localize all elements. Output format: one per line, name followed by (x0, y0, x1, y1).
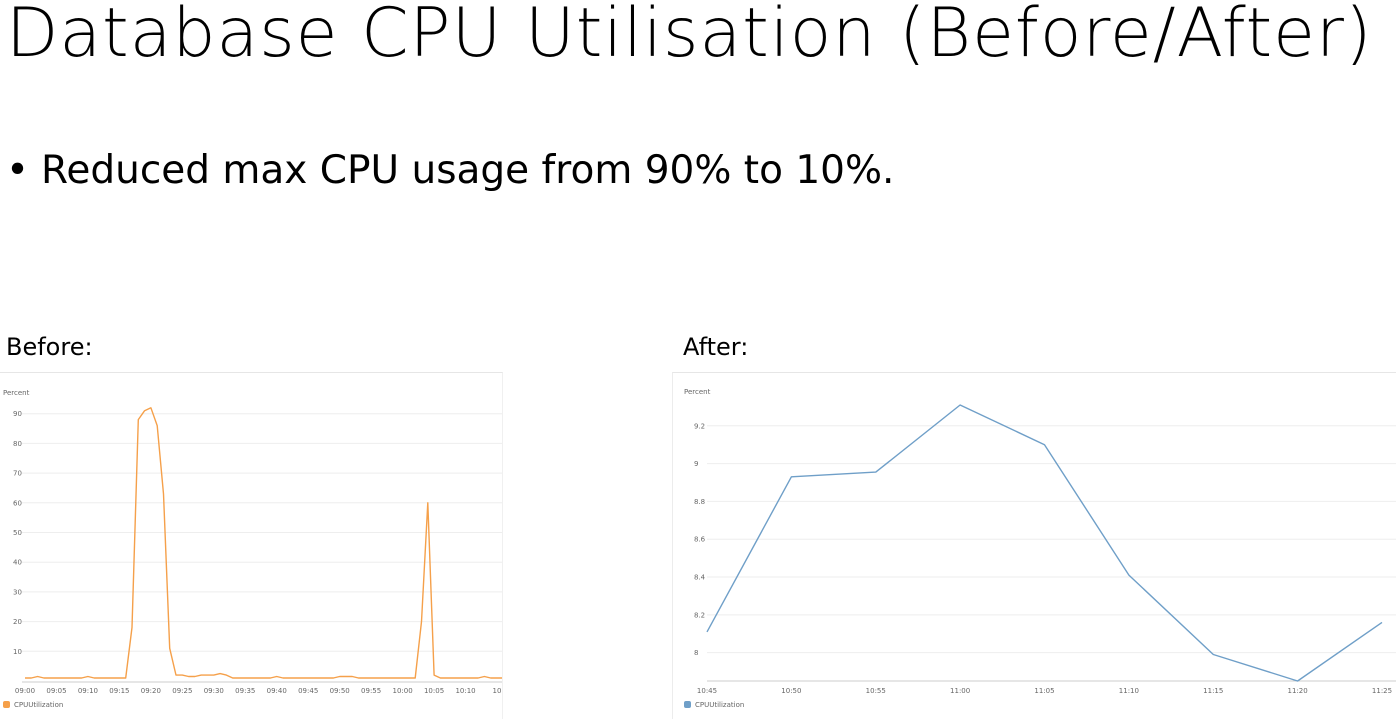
before-y-tick-label: 70 (13, 470, 22, 478)
after-label: After: (683, 333, 748, 361)
before-y-tick-label: 20 (13, 618, 22, 626)
before-legend-label: CPUUtilization (14, 701, 63, 709)
after-x-tick-label: 11:25 (1372, 687, 1392, 695)
before-x-tick-label: 09:40 (267, 687, 287, 695)
after-y-tick-label: 8.6 (694, 536, 706, 544)
after-x-tick-label: 10:45 (697, 687, 717, 695)
after-y-tick-label: 8.4 (694, 574, 706, 582)
before-x-tick-label: 09:45 (298, 687, 318, 695)
before-y-tick-label: 50 (13, 529, 22, 537)
after-y-tick-label: 8.8 (694, 498, 705, 506)
bullet-text: Reduced max CPU usage from 90% to 10%. (41, 148, 894, 193)
after-chart: Percent 8 8.2 8.4 8.6 8.8 9 9.2 10:45 10:50 10:55 1… (672, 372, 1396, 719)
before-series-line (25, 408, 502, 678)
before-x-tick-label: 10:00 (393, 687, 413, 695)
after-y-tick-label: 9.2 (694, 422, 705, 430)
after-series-line (707, 405, 1382, 681)
before-y-axis-label: Percent (3, 389, 30, 397)
after-x-tick-label: 10:55 (866, 687, 886, 695)
before-y-tick-label: 10 (13, 648, 22, 656)
slide-title: Database CPU Utilisation (Before/After) (6, 0, 1373, 73)
before-chart-svg: Percent 10 20 30 40 50 60 70 80 90 09:00 09:05 09:10… (0, 373, 502, 719)
after-legend-label: CPUUtilization (695, 701, 744, 709)
bullet-marker: • (6, 148, 29, 193)
before-x-tick-label: 09:55 (361, 687, 381, 695)
after-x-tick-label: 10:50 (781, 687, 801, 695)
before-x-tick-label: 10:05 (424, 687, 444, 695)
before-y-tick-label: 60 (13, 499, 22, 507)
after-x-tick-label: 11:10 (1119, 687, 1139, 695)
after-x-tick-label: 11:15 (1203, 687, 1223, 695)
after-legend-swatch (684, 701, 691, 708)
before-x-tick-label: 09:35 (235, 687, 255, 695)
before-chart: Percent 10 20 30 40 50 60 70 80 90 09:00 09:05 09:10… (0, 372, 503, 719)
after-y-axis-label: Percent (684, 388, 711, 396)
before-x-tick-label: 09:50 (330, 687, 350, 695)
before-x-tick-label: 09:10 (78, 687, 98, 695)
before-x-tick-label: 09:05 (46, 687, 66, 695)
before-x-tick-label: 10:10 (455, 687, 475, 695)
before-legend-swatch (3, 701, 10, 708)
before-label: Before: (6, 333, 93, 361)
after-y-tick-label: 8.2 (694, 611, 705, 619)
before-y-tick-label: 90 (13, 410, 22, 418)
before-y-tick-label: 80 (13, 440, 22, 448)
after-x-tick-label: 11:05 (1034, 687, 1054, 695)
before-x-tick-label: 09:20 (141, 687, 161, 695)
bullet-point: • Reduced max CPU usage from 90% to 10%. (6, 148, 894, 193)
after-x-tick-label: 11:00 (950, 687, 970, 695)
before-x-tick-label: 09:30 (204, 687, 224, 695)
after-chart-svg: Percent 8 8.2 8.4 8.6 8.8 9 9.2 10:45 10:50 10:55 1… (673, 373, 1396, 719)
before-x-tick-label: 09:00 (15, 687, 35, 695)
before-x-tick-label: 09:15 (109, 687, 129, 695)
before-y-tick-label: 30 (13, 588, 22, 596)
after-y-tick-label: 9 (694, 460, 698, 468)
after-y-tick-label: 8 (694, 649, 698, 657)
before-y-tick-label: 40 (13, 559, 22, 567)
before-x-tick-label: 09:25 (172, 687, 192, 695)
before-x-tick-label: 10 (493, 687, 502, 695)
after-x-tick-label: 11:20 (1288, 687, 1308, 695)
